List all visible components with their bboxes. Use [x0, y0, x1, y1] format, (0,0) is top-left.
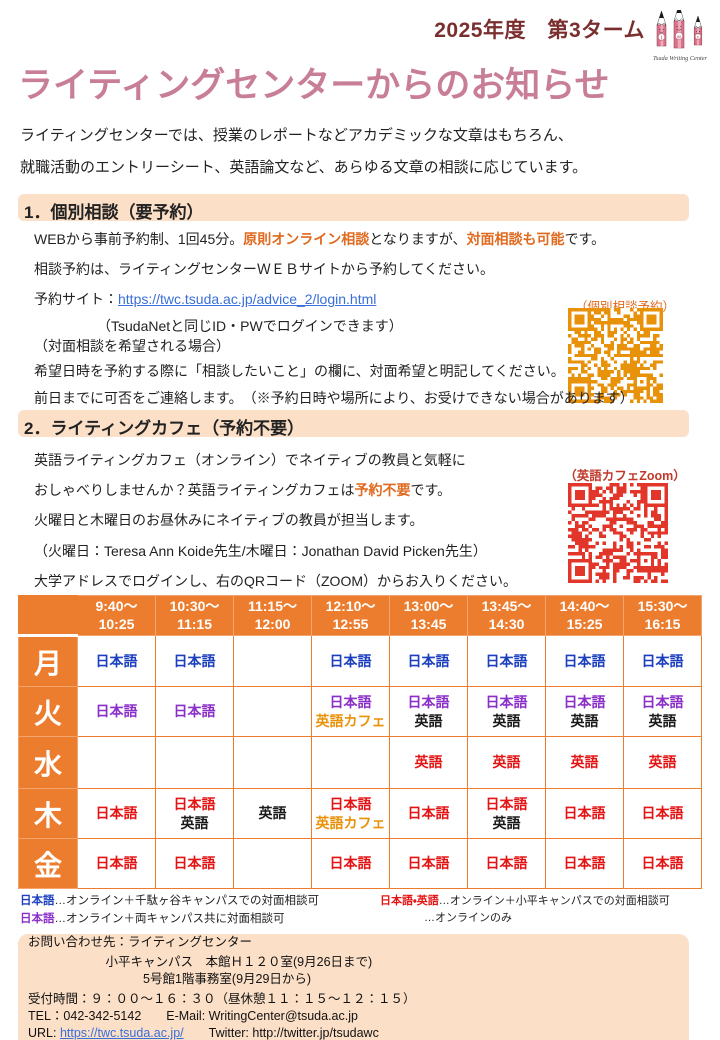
svg-text:w: w: [676, 35, 682, 41]
